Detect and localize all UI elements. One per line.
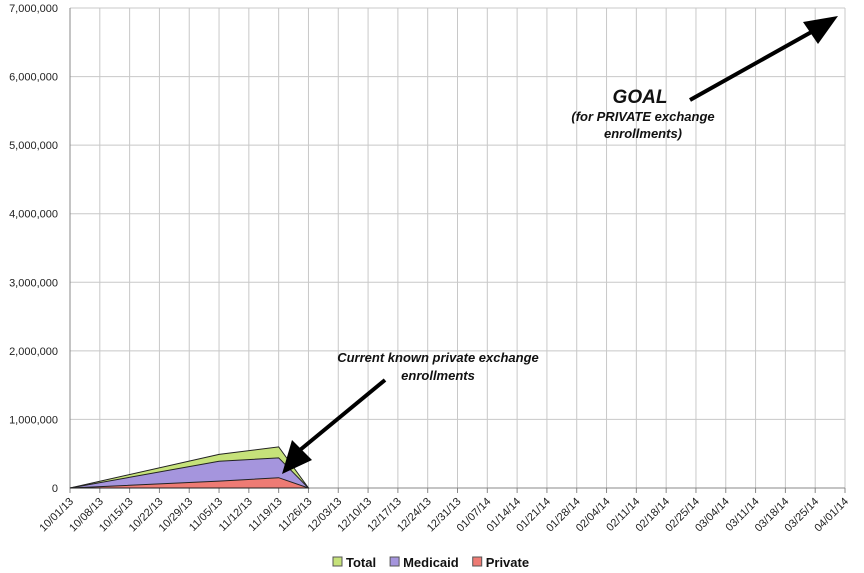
- y-tick-label: 1,000,000: [9, 414, 58, 426]
- grid: [69, 7, 846, 493]
- legend-swatch-total: [332, 556, 343, 567]
- goal-arrow-shaft: [689, 28, 816, 102]
- current-label-1: Current known private exchange: [337, 350, 539, 365]
- current-label-2: enrollments: [401, 368, 475, 383]
- annotations: GOAL (for PRIVATE exchange enrollments) …: [282, 16, 838, 474]
- legend-label-medicaid: Medicaid: [403, 555, 459, 570]
- y-tick-label: 3,000,000: [9, 277, 58, 289]
- y-tick-label: 5,000,000: [9, 140, 58, 152]
- y-axis-labels: 0 1,000,000 2,000,000 3,000,000 4,000,000 5,0…: [9, 3, 58, 495]
- goal-arrow-head: [803, 16, 838, 44]
- y-tick-label: 6,000,000: [9, 72, 58, 84]
- y-tick-label: 0: [52, 483, 58, 495]
- goal-subtitle-2: enrollments): [604, 126, 682, 141]
- y-tick-label: 7,000,000: [9, 3, 58, 15]
- goal-title: GOAL: [613, 87, 668, 108]
- y-tick-label: 2,000,000: [9, 346, 58, 358]
- legend-swatch-private: [472, 556, 483, 567]
- current-arrow-shaft: [298, 378, 387, 452]
- goal-subtitle-1: (for PRIVATE exchange: [571, 109, 714, 124]
- current-arrow-head: [282, 440, 312, 474]
- y-tick-label: 4,000,000: [9, 209, 58, 221]
- legend-label-total: Total: [346, 555, 376, 570]
- legend: Total Medicaid Private: [332, 555, 529, 570]
- series-areas: [69, 446, 310, 489]
- area-private: [69, 477, 309, 489]
- x-axis-labels: 10/01/1310/08/1310/15/1310/22/1310/29/13…: [37, 496, 851, 535]
- legend-label-private: Private: [486, 555, 529, 570]
- legend-swatch-medicaid: [389, 556, 400, 567]
